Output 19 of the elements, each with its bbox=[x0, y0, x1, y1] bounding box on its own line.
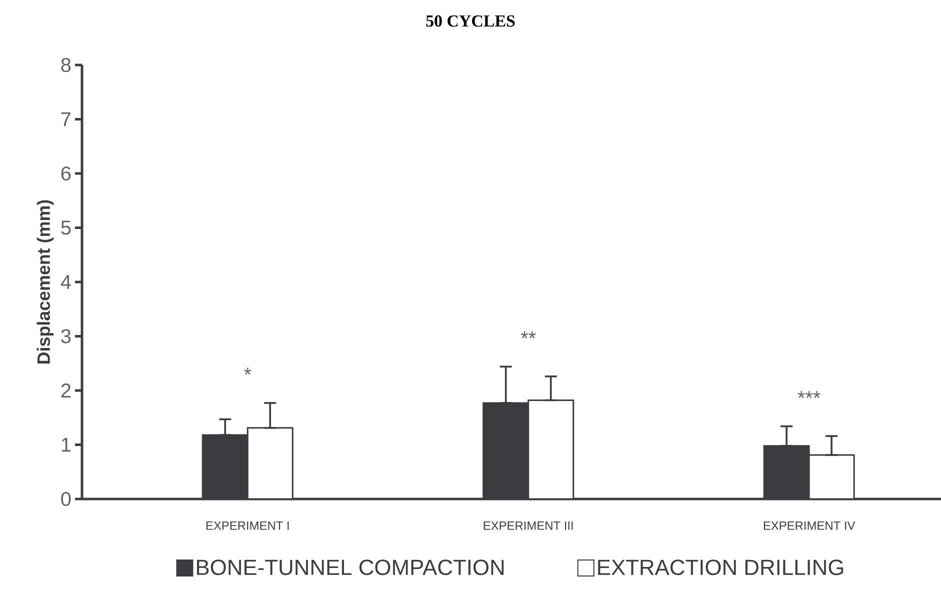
annotation: ** bbox=[520, 331, 536, 338]
x-tick-label: EXPERIMENT IV bbox=[764, 522, 856, 530]
y-tick-label: 2 bbox=[61, 384, 70, 398]
y-tick-label: 5 bbox=[61, 220, 71, 235]
y-tick-label: 3 bbox=[61, 329, 71, 344]
annotation: * bbox=[244, 368, 252, 375]
y-axis-title: Displacement (mm) bbox=[36, 200, 54, 364]
y-tick-label: 6 bbox=[61, 166, 71, 181]
annotation: *** bbox=[798, 391, 820, 398]
x-tick-label: EXPERIMENT I bbox=[206, 522, 289, 530]
legend-label: BONE-TUNNEL COMPACTION bbox=[197, 560, 504, 576]
legend-label: EXTRACTION DRILLING bbox=[598, 560, 844, 576]
y-tick-label: 7 bbox=[61, 112, 70, 126]
x-tick-label: EXPERIMENT III bbox=[484, 522, 573, 530]
chart-title: 50 CYCLES bbox=[426, 15, 515, 27]
y-tick-label: 0 bbox=[61, 492, 71, 506]
y-tick-label: 4 bbox=[60, 275, 71, 289]
y-tick-label: 1 bbox=[62, 438, 71, 452]
y-tick-label: 8 bbox=[61, 58, 71, 72]
